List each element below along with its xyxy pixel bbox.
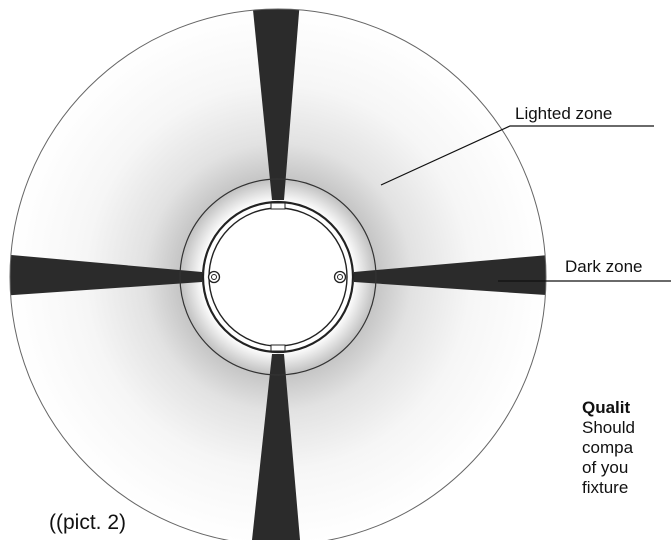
dark-zone-wedge-bottom: [252, 354, 300, 540]
side-text-block: Qualit Should compa of you fixture: [582, 398, 635, 498]
side-text-line: of you: [582, 458, 629, 477]
screw-left-icon: [207, 270, 221, 284]
outer-boundary-circle: [9, 8, 547, 540]
lighted-zone-label: Lighted zone: [515, 104, 613, 123]
figure-caption: ((pict. 2): [49, 511, 127, 534]
lighted-zone-leader: [380, 125, 654, 186]
rim-notch-bottom: [270, 344, 286, 352]
fixture-outer-ring: [179, 178, 377, 376]
side-text-line: compa: [582, 438, 634, 457]
fixture-lens: [208, 207, 348, 347]
side-text-line: fixture: [582, 478, 629, 497]
dark-zone-wedge-right: [354, 254, 546, 296]
dark-zone-wedge-left: [10, 254, 202, 296]
side-text-line: Should: [582, 418, 635, 437]
dark-zone-wedge-top: [252, 9, 300, 200]
screw-right-icon: [333, 270, 347, 284]
dark-zone-label: Dark zone: [565, 257, 643, 276]
side-text-title: Qualit: [582, 398, 631, 417]
rim-notch-top: [270, 202, 286, 210]
